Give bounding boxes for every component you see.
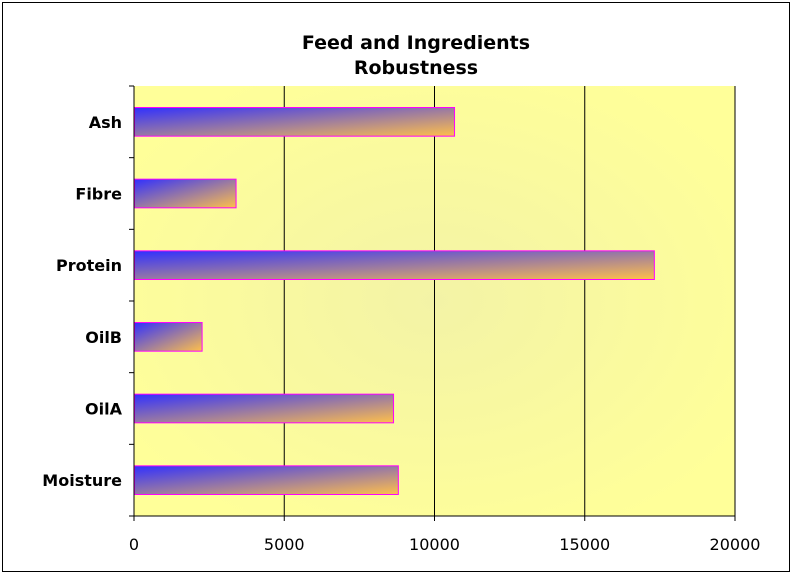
chart-title-line-2: Robustness xyxy=(354,57,478,79)
category-label-oilb: OilB xyxy=(85,328,122,347)
bar-chart: Feed and Ingredients Robustness Ash Fibre… xyxy=(42,32,761,554)
x-tick-label-1: 5000 xyxy=(264,535,305,554)
bar-moisture xyxy=(134,465,399,496)
chart-title-line-1: Feed and Ingredients xyxy=(302,32,530,54)
x-tick-label-4: 20000 xyxy=(710,535,761,554)
category-label-ash: Ash xyxy=(89,113,122,132)
category-labels: Ash Fibre Protein OilB OilA Moisture xyxy=(42,113,122,490)
bar-protein xyxy=(134,250,655,280)
category-label-fibre: Fibre xyxy=(75,185,122,204)
x-tick-labels: 0 5000 10000 15000 20000 xyxy=(129,535,761,554)
bar-ash xyxy=(134,107,456,137)
bar-oila xyxy=(134,393,395,424)
gridlines xyxy=(283,86,736,516)
y-axis-ticks xyxy=(129,85,134,517)
bar-oilb xyxy=(134,322,203,352)
category-label-protein: Protein xyxy=(56,256,122,275)
x-tick-label-0: 0 xyxy=(129,535,139,554)
bar-fibre xyxy=(134,178,237,209)
category-label-moisture: Moisture xyxy=(42,471,122,490)
x-axis-ticks xyxy=(133,516,736,521)
bars xyxy=(134,107,655,496)
x-tick-label-2: 10000 xyxy=(409,535,460,554)
x-tick-label-3: 15000 xyxy=(559,535,610,554)
category-label-oila: OilA xyxy=(85,400,123,419)
